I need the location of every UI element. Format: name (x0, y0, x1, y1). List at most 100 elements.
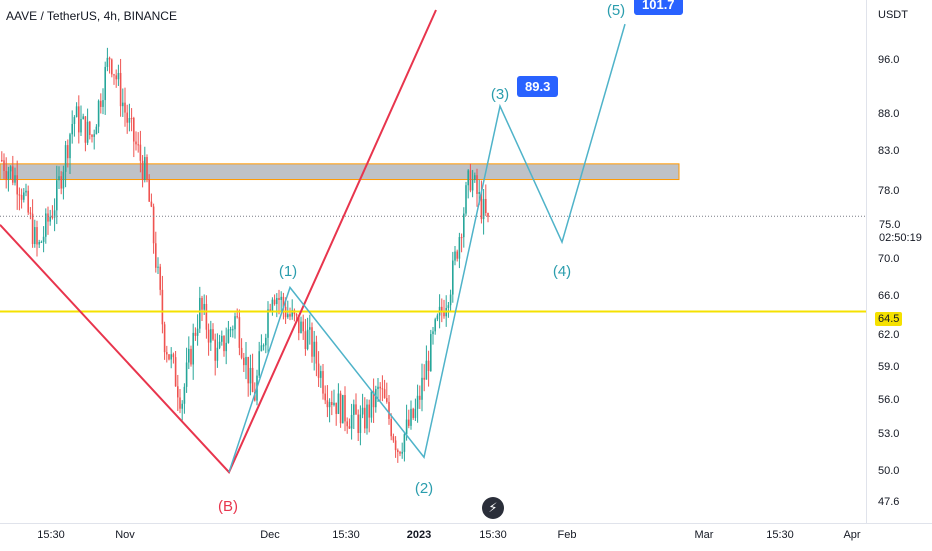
candle-body (194, 332, 197, 336)
candle-body (405, 419, 408, 435)
candle-body (148, 179, 150, 202)
candle-body (234, 316, 236, 330)
candle-body (344, 395, 346, 422)
candle-body (304, 331, 307, 350)
candle-body (245, 356, 247, 366)
candle-body (97, 100, 100, 127)
candle-body (251, 367, 254, 392)
candle-body (425, 360, 428, 380)
candle-body (73, 117, 76, 124)
price-tick-label: 56.0 (878, 393, 900, 406)
candle-body (375, 389, 377, 408)
candle-body (100, 100, 102, 107)
candle-body (150, 201, 153, 207)
resistance-zone (0, 163, 680, 181)
candle-body (331, 402, 333, 406)
candle-body (467, 170, 469, 186)
time-tick-label: Feb (557, 529, 577, 541)
candle-body (161, 289, 164, 325)
candle-body (262, 345, 265, 347)
wave-label-4: (4) (552, 263, 572, 280)
candle-body (117, 72, 120, 80)
candle-body (434, 319, 436, 332)
candle-body (419, 395, 421, 400)
drawing-lines-layer (0, 9, 866, 474)
time-axis[interactable] (0, 523, 932, 551)
candle-body (25, 190, 27, 193)
candle-body (381, 388, 384, 390)
lightning-icon[interactable]: ⚡ (482, 497, 504, 519)
candle-body (93, 134, 95, 137)
candle-body (298, 315, 300, 334)
target-label-wave-5[interactable]: 101.7 (634, 0, 683, 15)
candle-body (5, 170, 7, 180)
candle-body (441, 306, 443, 312)
candle-body (436, 315, 439, 320)
candle-body (485, 198, 487, 214)
candle-body (443, 311, 445, 317)
candle-body (80, 119, 82, 133)
candle-body (166, 352, 168, 355)
candle-body (295, 314, 298, 316)
candle-body (177, 386, 179, 398)
price-tick-label: 88.0 (878, 108, 900, 121)
candle-body (111, 59, 113, 75)
candle-body (163, 324, 166, 353)
candle-body (454, 251, 456, 261)
candle-body (289, 314, 291, 317)
candle-body (458, 237, 461, 259)
candle-body (128, 118, 131, 123)
candle-body (157, 266, 159, 268)
candle-body (324, 393, 326, 401)
candle-body (104, 66, 106, 101)
candle-body (58, 176, 60, 181)
candle-body (71, 123, 73, 135)
candle-body (487, 213, 489, 217)
candle-body (315, 341, 318, 364)
impulse-wave-line (228, 23, 626, 473)
candle-body (12, 166, 14, 183)
target-label-wave-3[interactable]: 89.3 (517, 76, 559, 97)
candle-body (333, 402, 335, 406)
candle-body (60, 176, 62, 189)
candle-body (370, 391, 373, 418)
symbol-title[interactable]: AAVE / TetherUS, 4h, BINANCE (6, 9, 177, 23)
time-tick-label: 15:30 (479, 529, 507, 541)
price-tick-label: 66.0 (878, 289, 900, 302)
price-tick-label: 70.0 (878, 252, 900, 265)
candle-body (126, 112, 128, 123)
candle-body (432, 331, 434, 335)
level-price-badge: 64.5 (875, 312, 903, 326)
candle-body (361, 407, 364, 415)
wave-label-b: (B) (218, 498, 238, 515)
candle-body (322, 371, 324, 394)
candle-body (460, 237, 463, 239)
candle-body (291, 310, 293, 317)
candle-body (447, 305, 450, 308)
candle-body (190, 348, 192, 365)
candle-body (218, 341, 221, 348)
candle-body (403, 434, 406, 452)
candle-body (368, 404, 370, 418)
candle-body (130, 118, 133, 120)
candle-body (348, 426, 351, 429)
candle-body (113, 74, 115, 76)
candle-body (216, 347, 219, 361)
candle-body (353, 404, 355, 415)
candle-body (320, 371, 322, 378)
candle-body (3, 160, 5, 171)
candle-body (469, 170, 472, 191)
candle-body (364, 407, 366, 429)
candle-body (122, 102, 124, 107)
candle-body (412, 408, 414, 418)
bar-countdown: 02:50:19 (879, 232, 922, 244)
candle-body (386, 398, 388, 402)
candle-body (229, 329, 232, 331)
candle-body (480, 191, 483, 220)
price-tick-label: 78.0 (878, 184, 900, 197)
candle-body (260, 345, 263, 352)
candle-body (465, 185, 467, 214)
price-axis[interactable] (866, 0, 932, 523)
